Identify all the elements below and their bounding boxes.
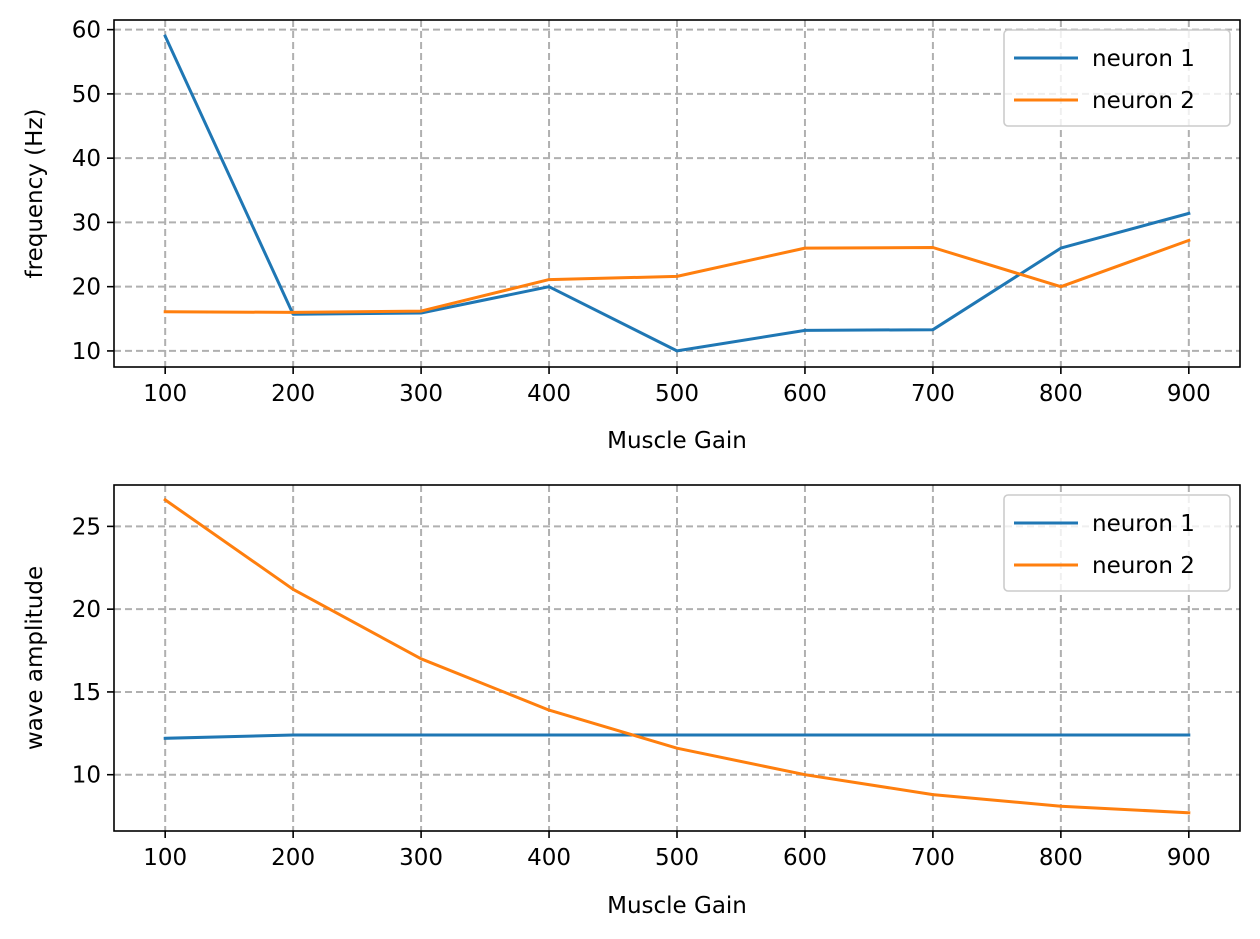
x-tick-label: 800 <box>1039 845 1083 871</box>
x-tick-label: 200 <box>271 381 315 407</box>
legend-label-neuron-2: neuron 2 <box>1092 553 1195 579</box>
x-tick-label: 400 <box>527 845 571 871</box>
x-tick-label: 400 <box>527 381 571 407</box>
legend-label-neuron-1: neuron 1 <box>1092 46 1195 72</box>
x-tick-label: 100 <box>143 845 187 871</box>
x-tick-label: 900 <box>1167 381 1211 407</box>
x-tick-label: 300 <box>399 381 443 407</box>
legend-frame <box>1003 29 1231 127</box>
y-axis-label: frequency (Hz) <box>22 109 48 279</box>
series-line-neuron-1 <box>163 733 1191 740</box>
x-tick-label: 800 <box>1039 381 1083 407</box>
y-tick-label: 10 <box>72 763 101 789</box>
y-tick-label: 10 <box>72 339 101 365</box>
x-tick-label: 700 <box>911 845 955 871</box>
y-tick-label: 20 <box>72 275 101 301</box>
x-tick-label: 500 <box>655 381 699 407</box>
y-tick-label: 25 <box>72 514 101 540</box>
y-axis-label: wave amplitude <box>22 566 48 750</box>
y-tick-label: 50 <box>72 82 101 108</box>
x-axis: 100 200 300 400 500 600 700 800 900 <box>143 831 1211 871</box>
y-tick-label: 60 <box>72 18 101 44</box>
x-axis-label: Muscle Gain <box>607 428 747 454</box>
y-tick-label: 15 <box>72 680 101 706</box>
series-line-neuron-2 <box>163 497 1191 815</box>
x-tick-label: 500 <box>655 845 699 871</box>
x-tick-label: 600 <box>783 381 827 407</box>
legend-frame <box>1003 494 1231 592</box>
x-tick-label: 700 <box>911 381 955 407</box>
subplot-1: 100 200 300 400 500 600 700 800 900 10 20 30 40 50 60 M… <box>22 18 1241 454</box>
y-axis: 10 15 20 25 <box>72 514 114 789</box>
series-line-neuron-1 <box>163 34 1191 353</box>
x-tick-label: 300 <box>399 845 443 871</box>
series-line-neuron-2 <box>163 238 1191 314</box>
y-tick-label: 40 <box>72 146 101 172</box>
subplot-2: 100 200 300 400 500 600 700 800 900 10 15 20 25 Muscl… <box>22 484 1241 919</box>
legend-label-neuron-2: neuron 2 <box>1092 88 1195 114</box>
y-axis: 10 20 30 40 50 60 <box>72 18 114 365</box>
legend: neuron 1 neuron 2 <box>1003 494 1231 592</box>
y-tick-label: 20 <box>72 597 101 623</box>
x-tick-label: 600 <box>783 845 827 871</box>
x-tick-label: 100 <box>143 381 187 407</box>
x-tick-label: 200 <box>271 845 315 871</box>
legend: neuron 1 neuron 2 <box>1003 29 1231 127</box>
y-tick-label: 30 <box>72 210 101 236</box>
legend-label-neuron-1: neuron 1 <box>1092 511 1195 537</box>
x-tick-label: 900 <box>1167 845 1211 871</box>
x-axis: 100 200 300 400 500 600 700 800 900 <box>143 367 1211 407</box>
x-axis-label: Muscle Gain <box>607 893 747 919</box>
